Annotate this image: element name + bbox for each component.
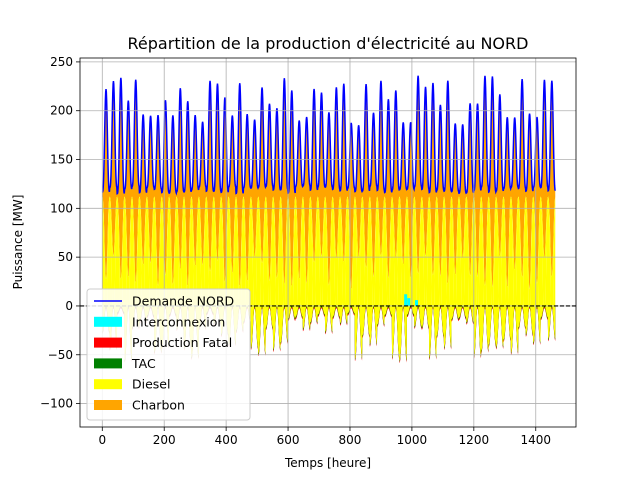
y-tick-label: 250: [50, 55, 73, 69]
legend-label: Demande NORD: [132, 294, 234, 309]
diesel-area: [102, 208, 556, 361]
x-tick-label: 1400: [520, 433, 551, 447]
x-axis-label: Temps [heure]: [284, 456, 371, 470]
axes-frame: [79, 57, 577, 428]
interconnexion-area: [404, 294, 408, 306]
y-tick-label: 150: [50, 153, 73, 167]
y-tick-label: 0: [65, 299, 73, 313]
y-tick-label: 200: [50, 104, 73, 118]
x-tick-label: 0: [98, 433, 106, 447]
legend-label: Diesel: [132, 377, 170, 392]
x-tick-label: 200: [153, 433, 176, 447]
y-ticks: −100 −50 0 50 100 150 200 250: [40, 55, 80, 411]
x-tick-label: 1000: [397, 433, 428, 447]
legend-swatch: [94, 400, 122, 410]
series-layer: [101, 75, 556, 364]
legend-swatch: [94, 316, 122, 327]
y-axis-label: Puissance [MW]: [11, 195, 25, 290]
legend-swatch: [94, 379, 122, 390]
interconnexion-area: [407, 298, 411, 306]
y-tick-label: −100: [40, 397, 73, 411]
legend-box: [86, 288, 251, 421]
x-tick-label: 600: [277, 433, 300, 447]
legend: Demande NORD Interconnexion Production Fat…: [86, 288, 251, 421]
charbon-area: [102, 75, 556, 290]
demande-nord-line: [101, 75, 556, 196]
interconnexion-area: [415, 300, 419, 306]
legend-label: Interconnexion: [132, 314, 225, 329]
legend-label: Charbon: [132, 398, 185, 413]
legend-entries: Demande NORD Interconnexion Production Fat…: [94, 294, 234, 413]
chart-title: Répartition de la production d'électrici…: [128, 34, 529, 53]
y-tick-label: −50: [48, 348, 73, 362]
x-tick-label: 400: [215, 433, 238, 447]
legend-label: Production Fatal: [132, 335, 232, 350]
grid-layer: [80, 58, 576, 427]
x-tick-label: 1200: [459, 433, 490, 447]
plot-area: 0 200 400 600 800 1000 1200 1400 −100 −50 0 50 100 1…: [40, 55, 577, 447]
y-tick-label: 50: [58, 250, 73, 264]
legend-swatch: [94, 337, 122, 348]
legend-swatch: [94, 358, 122, 369]
x-ticks: 0 200 400 600 800 1000 1200 1400: [98, 427, 551, 447]
legend-label: TAC: [131, 356, 156, 371]
y-tick-label: 100: [50, 201, 73, 215]
diesel-upper-area: [102, 196, 556, 306]
x-tick-label: 800: [339, 433, 362, 447]
